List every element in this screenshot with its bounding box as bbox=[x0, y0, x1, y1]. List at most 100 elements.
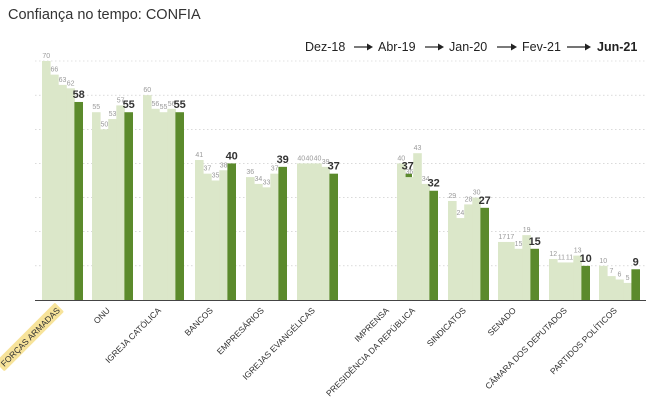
bar bbox=[116, 105, 125, 300]
bar bbox=[329, 173, 338, 300]
value-label: 11 bbox=[566, 254, 573, 261]
value-label: 63 bbox=[59, 77, 67, 84]
value-label: 57 bbox=[117, 97, 125, 104]
value-label: 55 bbox=[160, 104, 168, 111]
value-label: 17 bbox=[507, 234, 515, 241]
bar bbox=[581, 265, 590, 300]
value-label: 17 bbox=[498, 234, 506, 241]
final-value-label: 39 bbox=[277, 154, 289, 166]
value-label: 33 bbox=[263, 179, 271, 186]
bar bbox=[498, 241, 507, 300]
value-label: 39 bbox=[322, 159, 330, 166]
value-label: 12 bbox=[549, 251, 557, 258]
final-value-label: 15 bbox=[529, 236, 541, 248]
bar bbox=[615, 279, 624, 300]
bar bbox=[565, 262, 574, 300]
value-label: 37 bbox=[204, 166, 212, 173]
bar bbox=[108, 119, 117, 301]
value-label: 40 bbox=[314, 155, 322, 162]
bar bbox=[211, 180, 220, 300]
bar bbox=[631, 269, 640, 300]
chart-title: Confiança no tempo: CONFIA bbox=[8, 7, 201, 23]
bar bbox=[421, 183, 430, 300]
value-label: 53 bbox=[109, 111, 117, 118]
bar bbox=[405, 177, 414, 300]
bar bbox=[522, 235, 531, 300]
value-label: 34 bbox=[255, 176, 263, 183]
bar bbox=[557, 262, 566, 300]
value-label: 55 bbox=[92, 104, 100, 111]
bar bbox=[151, 108, 160, 300]
legend: Dez-18 Abr-19 Jan-20 Fev-21 Jun-21 bbox=[305, 40, 637, 54]
bar bbox=[429, 190, 438, 300]
bar bbox=[159, 112, 168, 300]
bar bbox=[262, 187, 271, 300]
bar bbox=[254, 183, 263, 300]
value-label: 7 bbox=[609, 268, 613, 275]
gridlines bbox=[35, 60, 646, 301]
bar bbox=[124, 112, 133, 300]
value-label: 56 bbox=[152, 101, 160, 108]
final-value-label: 9 bbox=[633, 256, 639, 268]
bar bbox=[203, 173, 212, 300]
legend-item: Jun-21 bbox=[597, 40, 637, 54]
final-value-label: 55 bbox=[123, 99, 135, 111]
final-value-label: 10 bbox=[580, 253, 592, 265]
legend-item: Dez-18 bbox=[305, 40, 345, 54]
bar bbox=[480, 207, 489, 300]
value-label: 40 bbox=[397, 155, 405, 162]
bars bbox=[42, 61, 640, 301]
bar bbox=[74, 101, 83, 300]
value-label: 35 bbox=[212, 173, 220, 180]
bar bbox=[506, 241, 515, 300]
bar bbox=[246, 177, 255, 300]
bar bbox=[58, 84, 67, 301]
bar bbox=[42, 61, 51, 300]
final-value-label: 32 bbox=[428, 178, 440, 190]
bar bbox=[321, 166, 330, 300]
bar bbox=[175, 112, 184, 300]
bar bbox=[599, 265, 608, 300]
bar bbox=[305, 163, 314, 300]
value-label: 24 bbox=[457, 210, 465, 217]
value-label: 50 bbox=[101, 121, 109, 128]
bar bbox=[549, 259, 558, 300]
legend-arrow-icon bbox=[585, 43, 591, 51]
value-label: 15 bbox=[515, 241, 523, 248]
final-value-label: 27 bbox=[479, 195, 491, 207]
bar bbox=[50, 74, 59, 301]
bar bbox=[456, 218, 465, 300]
value-label: 56 bbox=[168, 101, 176, 108]
value-label: 38 bbox=[220, 162, 228, 169]
bar bbox=[313, 163, 322, 300]
final-value-label: 40 bbox=[226, 150, 238, 162]
value-label: 28 bbox=[465, 196, 473, 203]
bar bbox=[413, 153, 422, 300]
value-label: 36 bbox=[406, 169, 414, 176]
legend-arrow-icon bbox=[511, 43, 517, 51]
value-label: 40 bbox=[306, 155, 314, 162]
bar bbox=[607, 276, 616, 300]
bar bbox=[92, 112, 101, 300]
bar bbox=[227, 163, 236, 300]
final-value-label: 37 bbox=[328, 161, 340, 173]
value-label: 19 bbox=[523, 227, 531, 234]
bar bbox=[397, 163, 406, 300]
value-label: 60 bbox=[143, 87, 151, 94]
bar bbox=[195, 160, 204, 300]
bar bbox=[167, 108, 176, 300]
value-label: 10 bbox=[599, 258, 607, 265]
legend-item: Fev-21 bbox=[522, 40, 561, 54]
bar bbox=[100, 129, 109, 300]
value-label: 43 bbox=[414, 145, 422, 152]
value-label: 37 bbox=[271, 166, 279, 173]
final-value-label: 55 bbox=[174, 99, 186, 111]
bar bbox=[514, 248, 523, 300]
bar bbox=[623, 282, 632, 300]
value-label: 11 bbox=[558, 254, 565, 261]
bar bbox=[472, 197, 481, 300]
final-value-label: 37 bbox=[402, 161, 414, 173]
bar bbox=[278, 166, 287, 300]
value-label: 13 bbox=[574, 248, 582, 255]
